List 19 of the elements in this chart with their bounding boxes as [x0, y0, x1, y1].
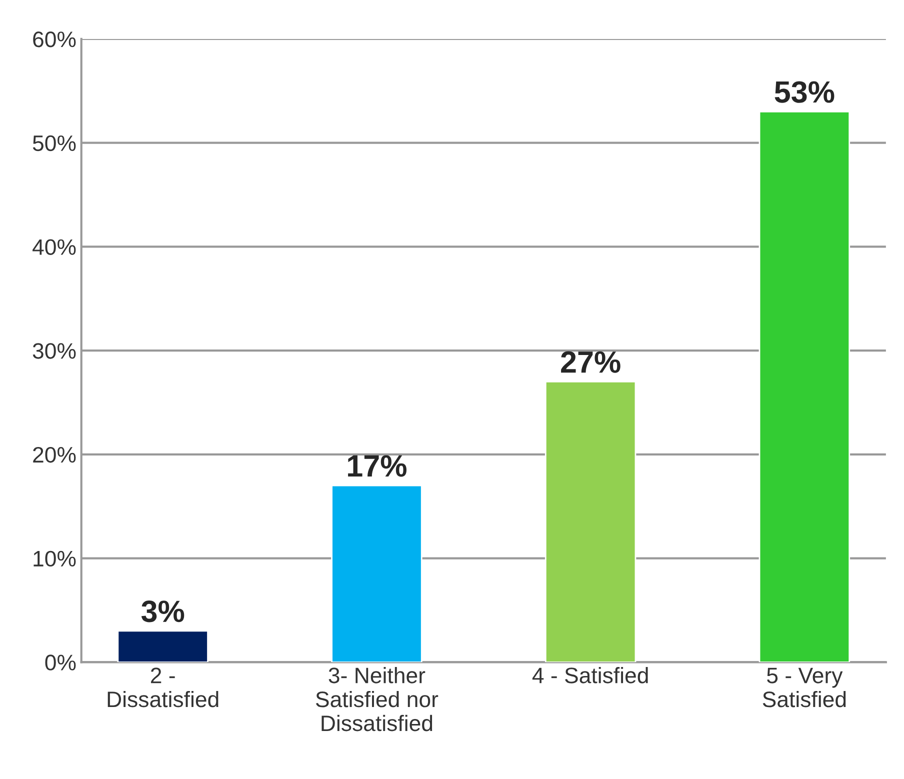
bar — [758, 110, 850, 662]
y-tick-label: 40% — [32, 239, 76, 255]
y-tick-label: 60% — [33, 31, 76, 48]
y-tick-label: 50% — [32, 135, 76, 152]
y-tick-label: 30% — [32, 343, 76, 359]
y-tick-label: 20% — [33, 446, 76, 463]
y-tick-label: 10% — [34, 550, 76, 567]
data-label: 3% — [141, 600, 184, 622]
y-tick-label: 0% — [45, 654, 76, 670]
bar — [331, 484, 422, 662]
bar — [117, 630, 208, 662]
data-label: 17% — [348, 455, 406, 477]
data-label: 27% — [561, 351, 620, 373]
x-tick-label: 2 - Dissatisfied — [108, 668, 218, 708]
x-tick-label: 3- Neither Satisfied nor Dissatisfied — [316, 667, 438, 732]
data-label: 53% — [774, 81, 834, 103]
x-tick-label: 4 - Satisfied — [532, 667, 648, 684]
bar — [544, 381, 636, 662]
x-tick-label: 5 - Very Satisfied — [762, 668, 846, 708]
